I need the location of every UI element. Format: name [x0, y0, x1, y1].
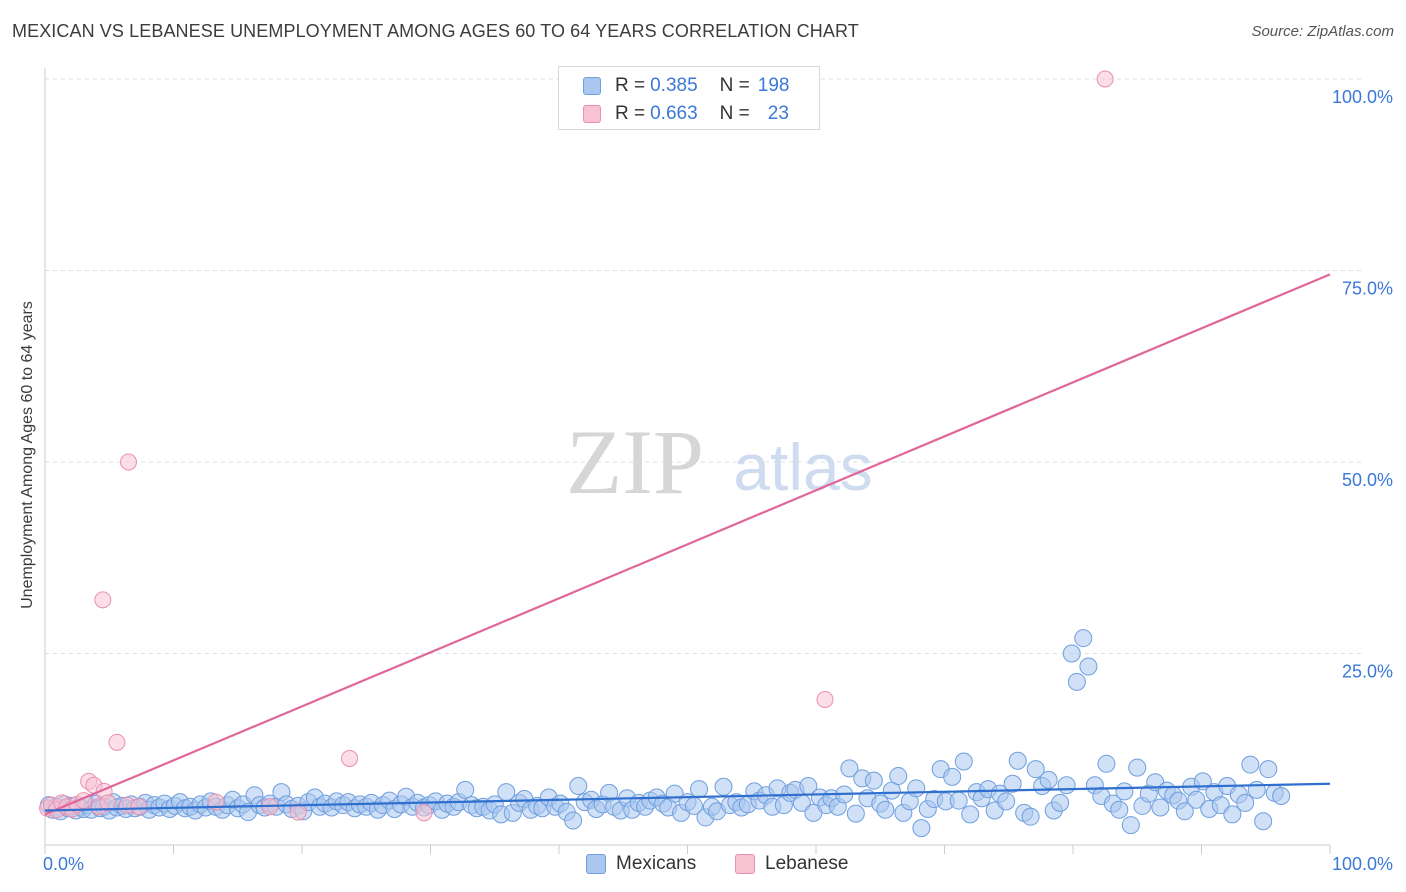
- mexicans-point: [1272, 786, 1291, 805]
- lebanese-point: [120, 453, 138, 471]
- mexicans-point: [1057, 776, 1076, 795]
- legend-row-mexicans: R = 0.385 N = 198: [583, 73, 789, 99]
- mexicans-point: [456, 780, 475, 799]
- mexicans-point: [1236, 793, 1255, 812]
- r-label: R =: [615, 103, 646, 124]
- mexicans-point: [1175, 802, 1194, 821]
- mexicans-point: [1097, 754, 1116, 773]
- mexicans-point: [1241, 755, 1260, 774]
- y-tick-label: 75.0%: [1342, 279, 1393, 299]
- mexicans-points: [39, 629, 1291, 838]
- mexicans-point: [1026, 760, 1045, 779]
- mexicans-point: [954, 752, 973, 771]
- mexicans-point: [1079, 657, 1098, 676]
- mexicans-point: [714, 777, 733, 796]
- gridlines: [45, 78, 1365, 654]
- mexicans-point: [1039, 770, 1058, 789]
- source-credit: Source: ZipAtlas.com: [1251, 23, 1394, 40]
- mexicans-point: [1254, 812, 1273, 831]
- mexicans-point: [907, 779, 926, 798]
- x-tick-label-max: 100.0%: [1332, 854, 1393, 874]
- mexicans-point: [1062, 644, 1081, 663]
- r-value: 0.663: [650, 103, 698, 124]
- legend-item-lebanese[interactable]: Lebanese: [735, 852, 848, 876]
- mexicans-point: [846, 804, 865, 823]
- mexicans-point: [840, 759, 859, 778]
- mexicans-point: [864, 771, 883, 790]
- legend-row-lebanese: R = 0.663 N = 23: [583, 101, 789, 127]
- lebanese-point: [108, 733, 126, 751]
- lebanese-legend-swatch: [735, 854, 755, 874]
- mexicans-point: [876, 800, 895, 819]
- mexicans-point: [889, 767, 908, 786]
- lebanese-point: [341, 749, 359, 767]
- watermark: ZIP atlas: [566, 411, 873, 513]
- mexicans-point: [943, 767, 962, 786]
- mexicans-point: [1021, 807, 1040, 826]
- lebanese-swatch: [583, 105, 601, 123]
- mexicans-point: [1128, 758, 1147, 777]
- mexicans-point: [997, 792, 1016, 811]
- mexicans-point: [1003, 774, 1022, 793]
- lebanese-point: [99, 794, 117, 812]
- y-tick-label: 100.0%: [1332, 87, 1393, 107]
- mexicans-point: [912, 819, 931, 838]
- n-value: 198: [757, 75, 790, 96]
- legend-item-mexicans[interactable]: Mexicans: [586, 852, 696, 876]
- mexicans-point: [1259, 760, 1278, 779]
- tick-labels: 25.0% 50.0% 75.0% 100.0% 0.0% 100.0%: [43, 87, 1393, 874]
- mexicans-point: [1247, 780, 1266, 799]
- watermark-zip: ZIP: [566, 411, 704, 513]
- lebanese-legend-label: Lebanese: [765, 853, 849, 874]
- lebanese-trend-line: [44, 273, 1331, 816]
- lebanese-point: [289, 803, 307, 821]
- r-value: 0.385: [650, 75, 698, 96]
- n-label: N =: [719, 75, 750, 96]
- y-tick-label: 25.0%: [1342, 662, 1393, 682]
- chart-title: MEXICAN VS LEBANESE UNEMPLOYMENT AMONG A…: [12, 21, 859, 41]
- mexicans-point: [1151, 798, 1170, 817]
- n-value: 23: [767, 103, 789, 124]
- correlation-legend: R = 0.385 N = 198 R = 0.663 N = 23: [558, 66, 820, 130]
- mexicans-trend-line: [44, 782, 1331, 812]
- mexicans-legend-label: Mexicans: [616, 853, 697, 874]
- mexicans-point: [690, 780, 709, 799]
- mexicans-point: [1074, 629, 1093, 648]
- mexicans-point: [949, 791, 968, 810]
- watermark-atlas: atlas: [733, 430, 872, 504]
- mexicans-point: [1008, 751, 1027, 770]
- x-tick-label-min: 0.0%: [43, 854, 84, 874]
- lebanese-point: [415, 804, 433, 822]
- lebanese-point: [130, 798, 148, 816]
- lebanese-point: [94, 591, 112, 609]
- lebanese-point: [1096, 70, 1114, 88]
- r-label: R =: [615, 75, 646, 96]
- mexicans-point: [1121, 816, 1140, 835]
- mexicans-point: [1110, 800, 1129, 819]
- mexicans-point: [564, 811, 583, 830]
- mexicans-legend-swatch: [586, 854, 606, 874]
- y-tick-label: 50.0%: [1342, 470, 1393, 490]
- mexicans-point: [1067, 672, 1086, 691]
- mexicans-point: [1115, 782, 1134, 801]
- y-axis-label: Unemployment Among Ages 60 to 64 years: [19, 301, 36, 609]
- mexicans-point: [1223, 805, 1242, 824]
- mexicans-point: [1187, 790, 1206, 809]
- n-label: N =: [719, 103, 750, 124]
- mexicans-point: [1051, 793, 1070, 812]
- axes: [44, 68, 1331, 854]
- mexicans-point: [961, 805, 980, 824]
- lebanese-point: [816, 690, 834, 708]
- mexicans-point: [569, 777, 588, 796]
- mexicans-swatch: [583, 77, 601, 95]
- trend-lines: [44, 273, 1331, 816]
